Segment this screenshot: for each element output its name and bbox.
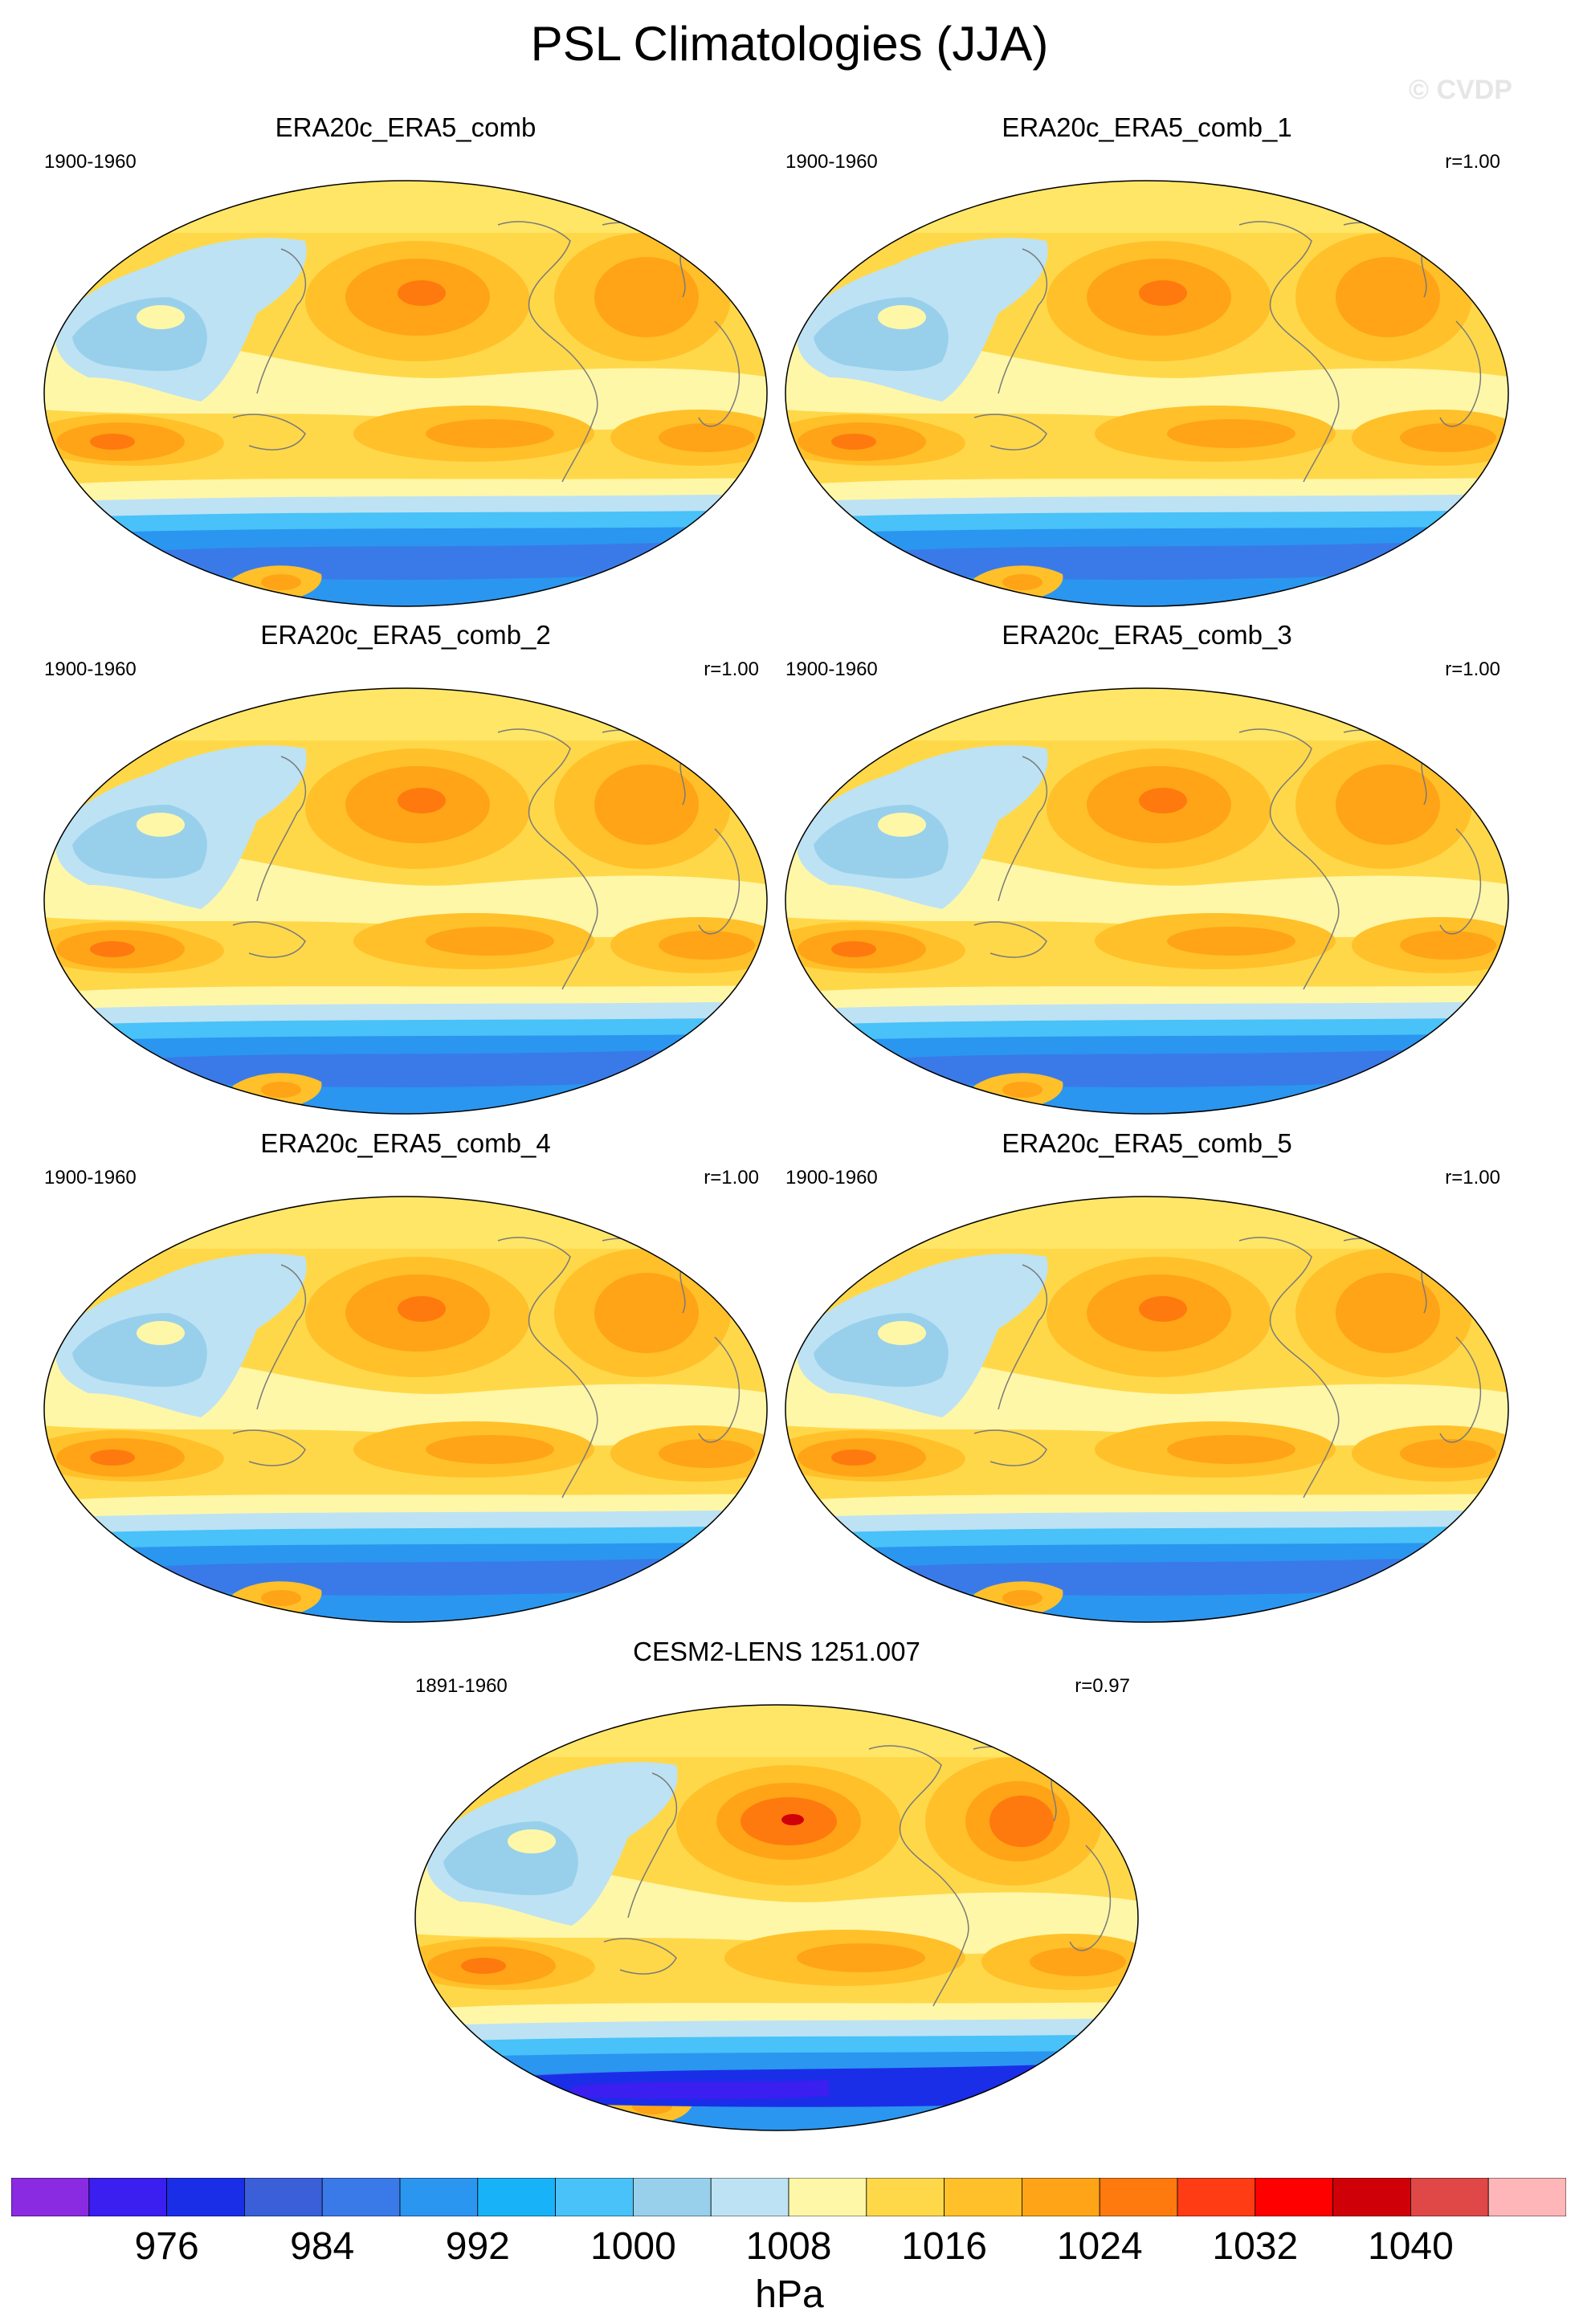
psl-map (781, 177, 1512, 610)
panel-correlation: r=0.97 (1075, 1675, 1130, 1697)
panel-correlation: r=1.00 (704, 658, 759, 680)
colorbar-tick-label: 992 (445, 2225, 510, 2268)
colorbar-swatch (1410, 2178, 1489, 2216)
colorbar-swatch (243, 2178, 323, 2216)
panel-period: 1900-1960 (785, 1167, 878, 1189)
panel-title: ERA20c_ERA5_comb_4 (260, 1128, 551, 1158)
panel-period: 1900-1960 (785, 658, 878, 680)
panel-title: ERA20c_ERA5_comb_2 (260, 620, 551, 650)
figure-title: PSL Climatologies (JJA) (530, 17, 1049, 71)
colorbar-swatch (1099, 2178, 1178, 2216)
colorbar-swatch (788, 2178, 867, 2216)
colorbar-tick-label: 1024 (1056, 2225, 1143, 2268)
colorbar-swatch (11, 2178, 90, 2216)
psl-map (781, 1193, 1512, 1626)
colorbar-swatch (1022, 2178, 1100, 2216)
psl-map (40, 1193, 771, 1626)
map-panel: ERA20c_ERA5_comb_4 1900-1960 r=1.00 (36, 1128, 775, 1626)
colorbar-swatch (866, 2178, 945, 2216)
map-panel: ERA20c_ERA5_comb 1900-1960 (36, 112, 775, 610)
colorbar (11, 2178, 1566, 2216)
colorbar-units: hPa (755, 2273, 824, 2316)
colorbar-swatch (477, 2178, 556, 2216)
colorbar-tick-label: 1040 (1368, 2225, 1454, 2268)
panel-correlation: r=1.00 (1445, 1167, 1500, 1189)
panel-correlation: r=1.00 (1445, 658, 1500, 680)
colorbar-swatch (555, 2178, 634, 2216)
colorbar-tick-label: 984 (290, 2225, 355, 2268)
panel-correlation: r=1.00 (1445, 151, 1500, 173)
colorbar-swatch (944, 2178, 1022, 2216)
colorbar-swatch (710, 2178, 790, 2216)
panel-period: 1900-1960 (44, 1167, 137, 1189)
colorbar-tick-label: 1016 (901, 2225, 987, 2268)
watermark: © CVDP (1409, 75, 1512, 105)
colorbar-swatch (1487, 2178, 1566, 2216)
panel-period: 1900-1960 (785, 151, 878, 173)
panel-title: ERA20c_ERA5_comb_1 (1002, 112, 1292, 142)
panel-period: 1891-1960 (415, 1675, 508, 1697)
psl-map (40, 684, 771, 1118)
colorbar-swatch (321, 2178, 401, 2216)
panel-title: CESM2-LENS 1251.007 (633, 1637, 920, 1666)
panel-period: 1900-1960 (44, 658, 137, 680)
colorbar-tick-label: 1008 (745, 2225, 832, 2268)
panel-title: ERA20c_ERA5_comb (275, 112, 537, 142)
map-panel: ERA20c_ERA5_comb_1 1900-1960 r=1.00 (777, 112, 1516, 610)
map-panel: ERA20c_ERA5_comb_5 1900-1960 r=1.00 (777, 1128, 1516, 1626)
colorbar-swatch (166, 2178, 245, 2216)
map-panel: ERA20c_ERA5_comb_3 1900-1960 r=1.00 (777, 620, 1516, 1118)
psl-map (781, 684, 1512, 1118)
colorbar-tick-label: 976 (134, 2225, 199, 2268)
colorbar-tick-label: 1000 (590, 2225, 676, 2268)
psl-map (411, 1701, 1142, 2134)
panel-period: 1900-1960 (44, 151, 137, 173)
colorbar-swatch (1177, 2178, 1256, 2216)
colorbar-tick-label: 1032 (1212, 2225, 1299, 2268)
colorbar-swatch (399, 2178, 479, 2216)
psl-map (40, 177, 771, 610)
colorbar-swatch (88, 2178, 168, 2216)
colorbar-swatch (1255, 2178, 1334, 2216)
colorbar-swatch (1332, 2178, 1411, 2216)
panel-title: ERA20c_ERA5_comb_5 (1002, 1128, 1292, 1158)
map-panel: CESM2-LENS 1251.007 1891-1960 r=0.97 (407, 1637, 1146, 2134)
panel-correlation: r=1.00 (704, 1167, 759, 1189)
colorbar-swatch (633, 2178, 712, 2216)
map-panel: ERA20c_ERA5_comb_2 1900-1960 r=1.00 (36, 620, 775, 1118)
panel-title: ERA20c_ERA5_comb_3 (1002, 620, 1292, 650)
